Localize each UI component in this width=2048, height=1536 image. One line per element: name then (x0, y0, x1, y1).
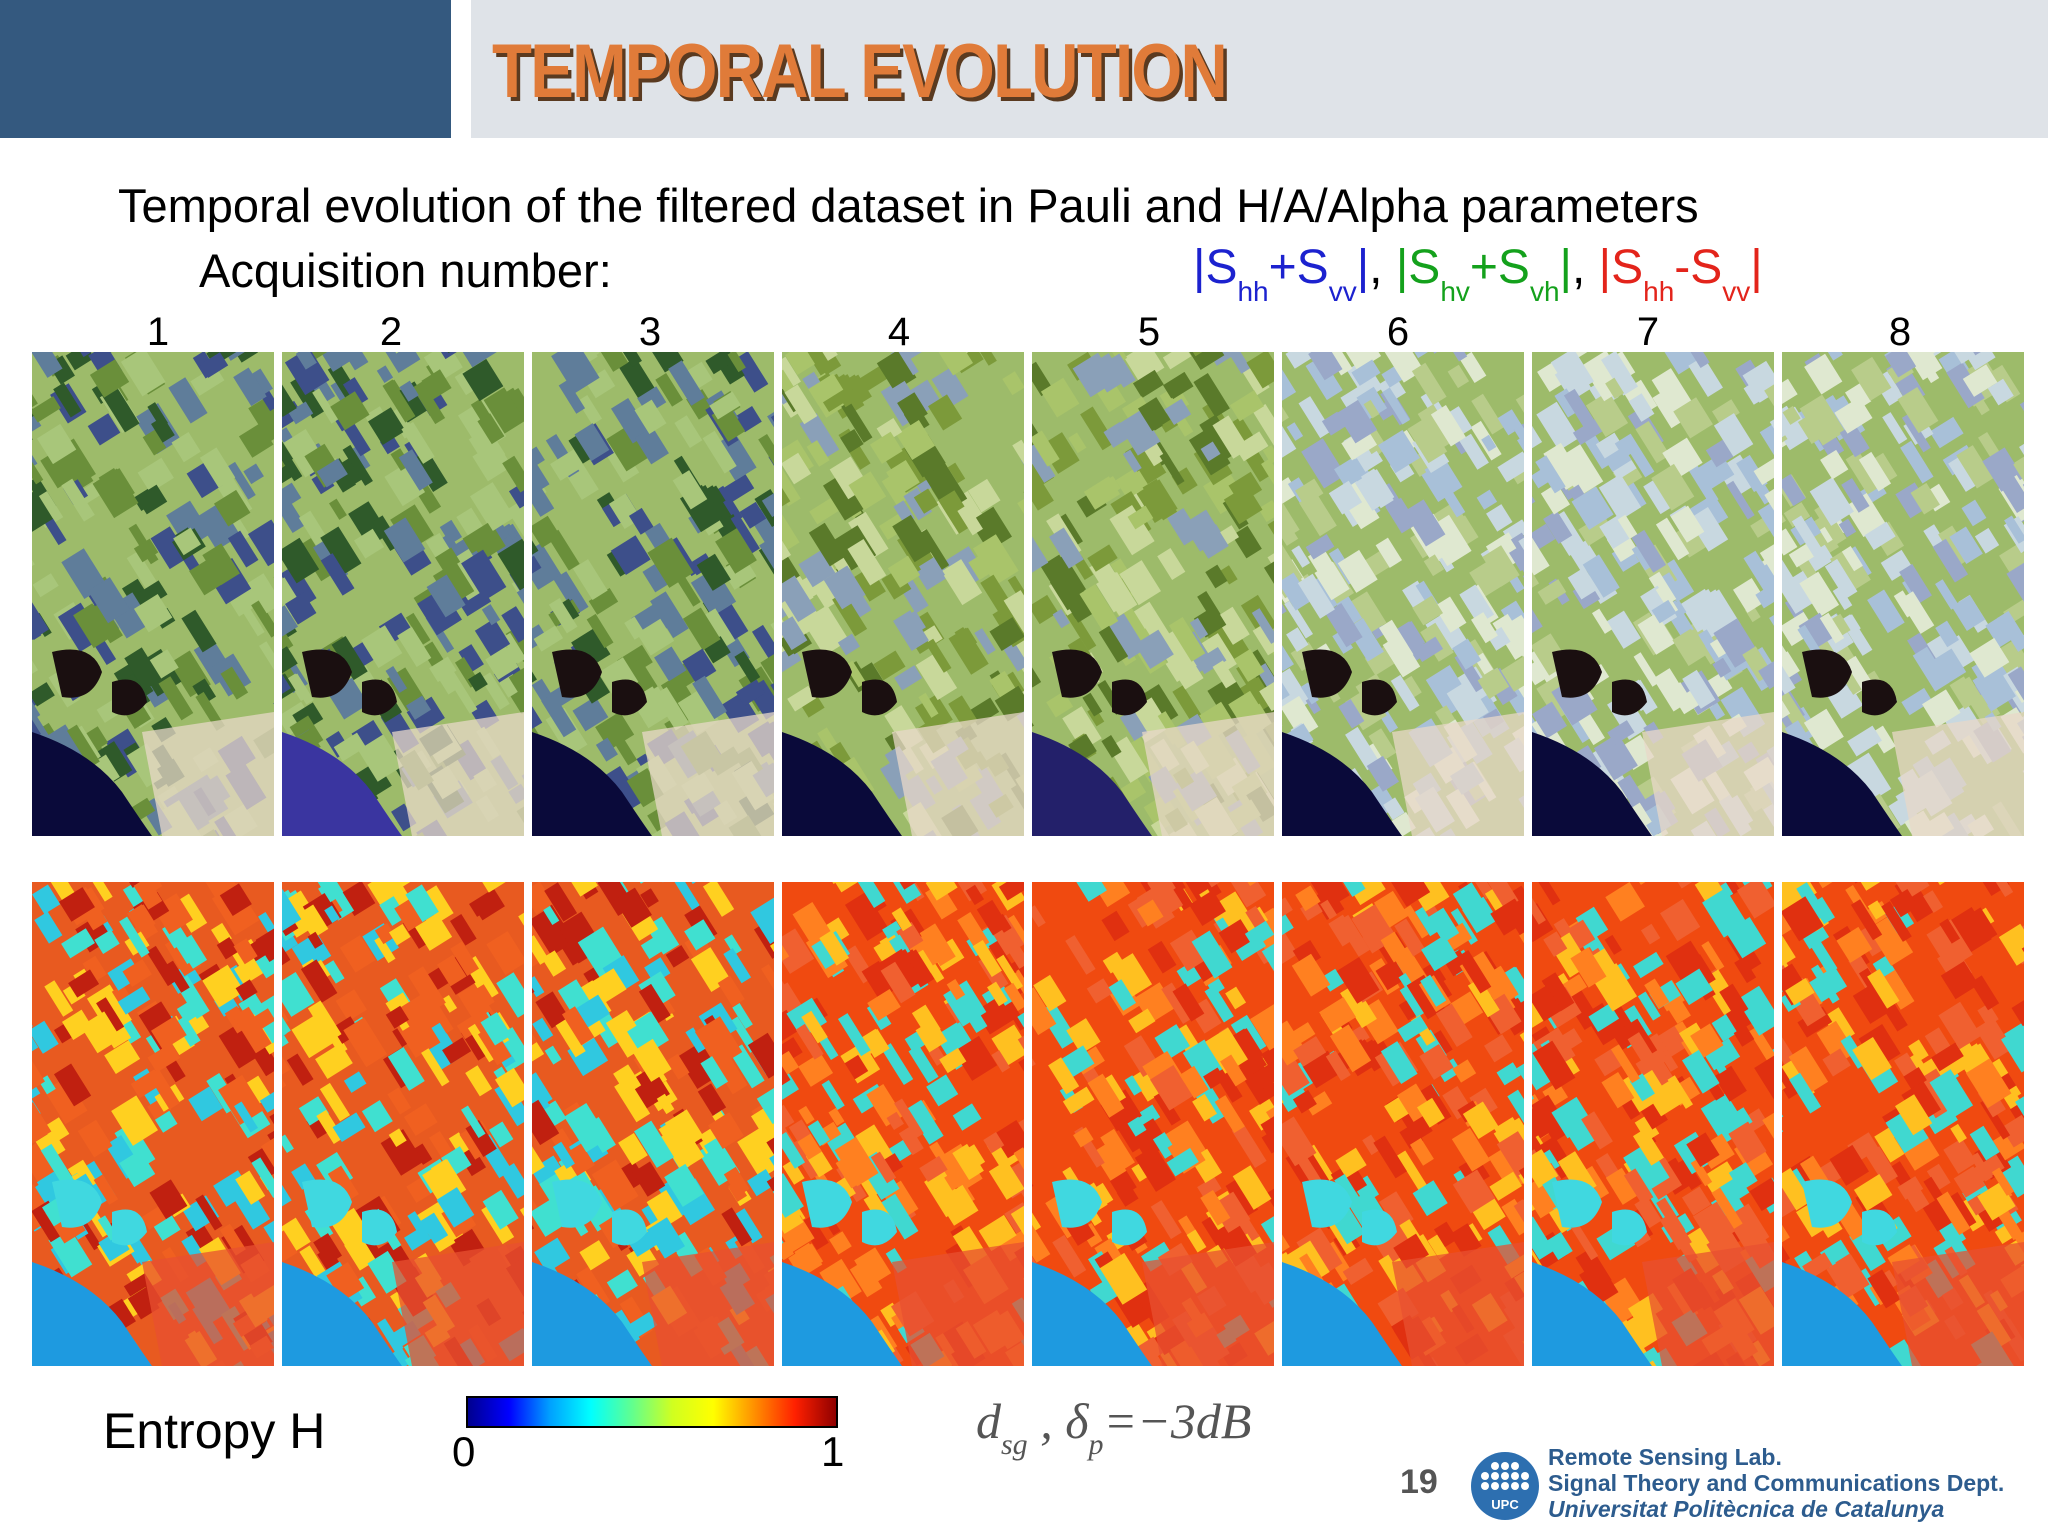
upc-logo: UPC (1471, 1452, 1539, 1520)
acquisition-label: Acquisition number: (199, 244, 612, 297)
pauli-image-5 (1032, 352, 1274, 836)
acq-number-6: 6 (1386, 310, 1410, 354)
entropy-image-7 (1532, 882, 1774, 1366)
pauli-green-term: |Shv+Svh| (1395, 241, 1572, 307)
header-title-bar (471, 0, 2048, 138)
acq-number-8: 8 (1888, 310, 1912, 354)
colorbar-min-label: 0 (452, 1428, 476, 1475)
pauli-red-term: |Shh-Svv| (1598, 241, 1763, 307)
header-left-block (0, 0, 451, 138)
pauli-blue-term: |Shh+Svv| (1193, 241, 1370, 307)
acq-number-4: 4 (887, 310, 911, 354)
pauli-image-3 (532, 352, 774, 836)
acq-number-2: 2 (379, 310, 403, 354)
entropy-image-4 (782, 882, 1024, 1366)
pauli-image-1 (32, 352, 274, 836)
slide-subtitle: Temporal evolution of the filtered datas… (118, 179, 1699, 232)
filter-formula: dsg , δp=−3dB (976, 1393, 1252, 1461)
entropy-image-2 (282, 882, 524, 1366)
entropy-colorbar (466, 1396, 838, 1428)
colorbar-max-label: 1 (821, 1428, 845, 1475)
lab-credits: Remote Sensing Lab. Signal Theory and Co… (1548, 1444, 2004, 1522)
entropy-image-1 (32, 882, 274, 1366)
acq-number-7: 7 (1636, 310, 1660, 354)
pauli-image-6 (1282, 352, 1524, 836)
pauli-image-8 (1782, 352, 2024, 836)
acq-number-1: 1 (146, 310, 170, 354)
acq-number-5: 5 (1137, 310, 1161, 354)
entropy-image-8 (1782, 882, 2024, 1366)
entropy-label: Entropy H (103, 1403, 326, 1459)
dept-name: Signal Theory and Communications Dept. (1548, 1470, 2005, 1496)
pauli-legend: |Shh+Svv|, |Shv+Svh|, |Shh-Svv| (1193, 241, 1763, 307)
slide-title: TEMPORAL EVOLUTION (492, 29, 1228, 114)
lab-name: Remote Sensing Lab. (1548, 1444, 1782, 1470)
entropy-image-3 (532, 882, 774, 1366)
acq-number-3: 3 (638, 310, 662, 354)
entropy-image-5 (1032, 882, 1274, 1366)
pauli-image-2 (282, 352, 524, 836)
entropy-image-6 (1282, 882, 1524, 1366)
pauli-image-7 (1532, 352, 1774, 836)
pauli-image-4 (782, 352, 1024, 836)
page-number: 19 (1400, 1463, 1438, 1501)
university-name: Universitat Politècnica de Catalunya (1548, 1496, 1945, 1522)
